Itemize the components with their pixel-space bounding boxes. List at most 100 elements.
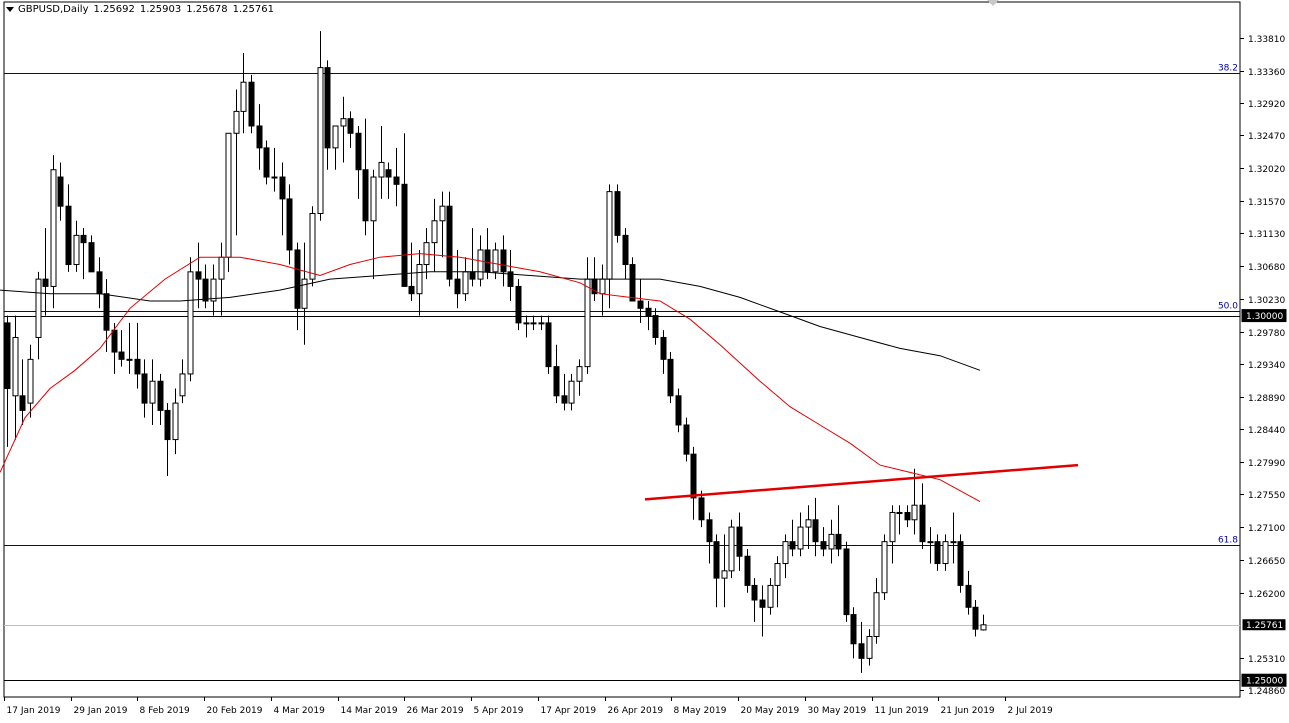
candle xyxy=(50,155,57,309)
candle-body-bear xyxy=(454,278,461,295)
candle-body-bull xyxy=(576,366,583,382)
price-level-label: 1.30000 xyxy=(1246,312,1283,322)
candle-body-bull xyxy=(12,336,19,397)
fib-level-label: 50.0 xyxy=(1218,302,1238,312)
candle-body-bear xyxy=(645,307,652,317)
y-axis-tick-label: 1.32470 xyxy=(1248,132,1285,142)
candle-body-bull xyxy=(538,322,545,325)
dropdown-triangle-icon[interactable] xyxy=(6,6,14,12)
candle-body-bear xyxy=(401,183,408,287)
candle xyxy=(149,359,156,425)
fib-level-label: 38.2 xyxy=(1218,64,1238,74)
candle-body-bear xyxy=(637,300,644,309)
candle-body-bull xyxy=(431,220,438,244)
y-axis-tick-label: 1.26200 xyxy=(1248,590,1285,600)
candle-body-bull xyxy=(27,358,34,404)
candle-body-bear xyxy=(736,526,743,557)
candle xyxy=(378,125,385,199)
candle-body-bull xyxy=(599,278,606,295)
candle xyxy=(393,147,400,207)
candle-body-bear xyxy=(4,322,11,390)
candle xyxy=(919,483,926,549)
candle-body-bull xyxy=(782,541,789,565)
candle xyxy=(324,60,331,170)
candle xyxy=(279,162,286,236)
close-value: 1.25761 xyxy=(232,4,274,15)
candle xyxy=(12,315,19,440)
candle xyxy=(637,279,644,323)
candle-body-bear xyxy=(706,519,713,543)
candle xyxy=(698,490,705,528)
chart-shift-marker-icon[interactable] xyxy=(987,0,999,6)
candle-body-bear xyxy=(393,176,400,185)
candle xyxy=(492,242,499,280)
candle xyxy=(507,249,514,302)
candle xyxy=(568,373,575,411)
candle-body-bear xyxy=(515,285,522,324)
candle-body-bear xyxy=(812,519,819,543)
chart-header: GBPUSD,Daily 1.25692 1.25903 1.25678 1.25761 xyxy=(6,4,279,15)
candle xyxy=(164,403,171,477)
candle xyxy=(599,264,606,316)
y-axis-tick-label: 1.33360 xyxy=(1248,68,1285,78)
x-axis-tick-label: 29 Jan 2019 xyxy=(74,706,128,716)
candle-body-bear xyxy=(65,205,72,266)
candle xyxy=(980,614,987,631)
candle xyxy=(500,235,507,287)
candle xyxy=(19,359,26,425)
candle xyxy=(225,132,232,272)
candle xyxy=(889,505,896,564)
candle-body-bear xyxy=(744,555,751,586)
candle-body-bull xyxy=(301,278,308,309)
candle xyxy=(828,519,835,564)
candle-body-bear xyxy=(858,643,865,659)
candle-body-bull xyxy=(911,504,918,521)
candle xyxy=(652,308,659,345)
y-axis-tick-label: 1.30680 xyxy=(1248,263,1285,273)
candle-body-bear xyxy=(362,169,369,222)
y-axis-tick-label: 1.26650 xyxy=(1248,557,1285,567)
candle-body-bear xyxy=(972,606,979,630)
candle-body-bull xyxy=(477,249,484,280)
candle-body-bear xyxy=(919,504,926,543)
current-price-label: 1.25761 xyxy=(1246,621,1283,631)
candle-body-bear xyxy=(500,249,507,273)
y-axis-tick-label: 1.28440 xyxy=(1248,426,1285,436)
low-value: 1.25678 xyxy=(186,4,228,15)
y-axis-tick-label: 1.24860 xyxy=(1248,687,1285,697)
candle xyxy=(667,352,674,404)
candle-body-bull xyxy=(866,635,873,659)
x-axis-tick-label: 20 May 2019 xyxy=(741,706,800,716)
candle xyxy=(340,96,347,163)
candle-body-bear xyxy=(286,198,293,251)
candle xyxy=(896,505,903,535)
candle xyxy=(35,271,42,360)
candle-body-bear xyxy=(88,242,95,273)
candle-body-bear xyxy=(675,395,682,426)
candle xyxy=(873,578,880,644)
candle xyxy=(622,228,629,280)
candle xyxy=(660,330,667,374)
candle-body-bear xyxy=(957,541,964,586)
candle xyxy=(484,228,491,280)
candle xyxy=(233,89,240,236)
candle-body-bear xyxy=(965,584,972,608)
candle-body-bear xyxy=(96,271,103,295)
candle xyxy=(439,191,446,258)
candle-body-bull xyxy=(332,125,339,149)
candle-body-bull xyxy=(721,570,728,579)
candle-body-bull xyxy=(828,533,835,550)
candle-body-bear xyxy=(42,278,49,287)
candle-body-bull xyxy=(774,563,781,586)
candle xyxy=(744,548,751,593)
ma-fast-line xyxy=(0,253,981,503)
candle xyxy=(774,556,781,608)
candle-body-bull xyxy=(980,624,987,631)
y-axis-tick-label: 1.32920 xyxy=(1248,100,1285,110)
x-axis-tick-label: 14 Mar 2019 xyxy=(341,706,398,716)
candle xyxy=(80,228,87,280)
candle-body-bull xyxy=(896,511,903,514)
candle-body-bear xyxy=(683,424,690,455)
